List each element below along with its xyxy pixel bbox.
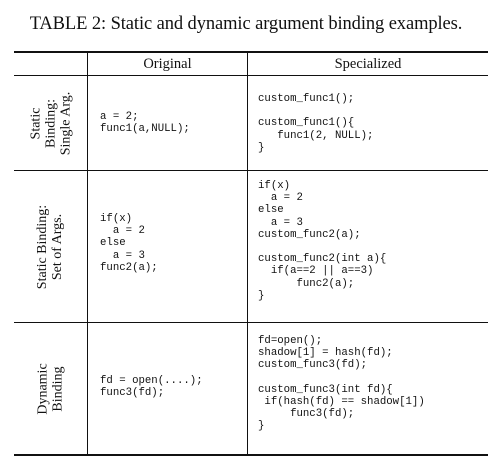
row-label-static-set: Static Binding: Set of Args. — [35, 204, 66, 289]
header-specialized: Specialized — [334, 56, 402, 72]
header-original: Original — [143, 56, 192, 72]
header-rule — [14, 75, 488, 76]
row-label-dynamic: Dynamic Binding — [35, 362, 66, 415]
specialized-code-single: custom_func1(); custom_func1(){ func1(2,… — [258, 93, 374, 154]
original-code-single: a = 2; func1(a,NULL); — [100, 111, 190, 136]
specialized-code-dynamic: fd=open(); shadow[1] = hash(fd); custom_… — [258, 335, 425, 433]
original-code-set: if(x) a = 2 else a = 3 func2(a); — [100, 213, 158, 274]
column-divider-2 — [247, 51, 248, 455]
column-divider-1 — [87, 51, 88, 455]
original-code-dynamic: fd = open(....); func3(fd); — [100, 375, 203, 400]
row-divider-1 — [14, 170, 488, 171]
specialized-code-set: if(x) a = 2 else a = 3 custom_func2(a); … — [258, 180, 387, 302]
row-divider-2 — [14, 322, 488, 323]
bottom-rule — [14, 454, 488, 456]
row-label-static-single: Static Binding: Single Arg. — [28, 91, 73, 155]
table-caption: TABLE 2: Static and dynamic argument bin… — [29, 14, 463, 34]
top-rule — [14, 51, 488, 53]
